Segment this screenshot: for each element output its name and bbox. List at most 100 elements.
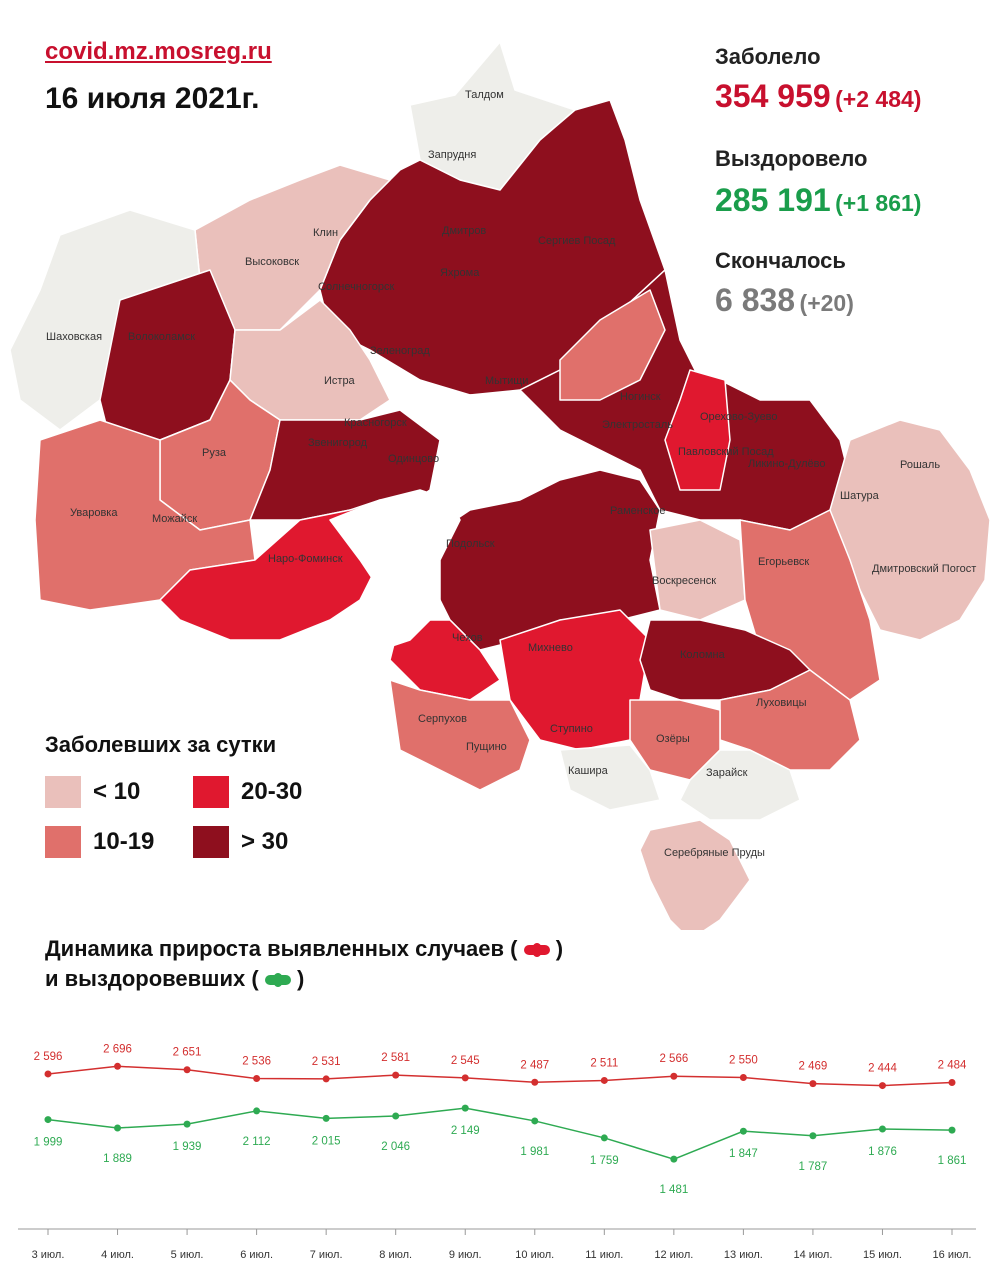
data-label: 2 545 — [451, 1055, 480, 1067]
legend-label: 20-30 — [241, 778, 303, 805]
data-point — [322, 1114, 330, 1122]
x-tick-label: 7 июл. — [310, 1249, 343, 1261]
district-zaraysk[interactable] — [679, 749, 801, 821]
legend-title: Заболевших за сутки — [45, 732, 277, 757]
data-label: 2 581 — [381, 1052, 410, 1064]
chart-title: Динамика прироста выявленных случаев ( )… — [45, 934, 563, 994]
green-series-icon — [264, 973, 291, 988]
recovered-label: Выздоровело — [715, 146, 868, 171]
district-chekhov[interactable] — [389, 619, 501, 701]
map-label: Чехов — [452, 632, 483, 644]
data-point — [114, 1124, 122, 1132]
chart-title-line1-end: ) — [555, 936, 564, 961]
data-label: 2 015 — [312, 1135, 341, 1147]
map-label: Подольск — [446, 538, 495, 550]
map-label: Орехово-Зуево — [700, 411, 778, 423]
data-point — [948, 1079, 956, 1087]
x-tick-label: 9 июл. — [449, 1249, 482, 1261]
map-label: Зарайск — [706, 767, 748, 779]
data-label: 2 651 — [173, 1047, 202, 1059]
data-point — [531, 1117, 539, 1125]
data-label: 2 112 — [243, 1136, 271, 1148]
red-series-icon — [523, 943, 550, 958]
data-point — [878, 1125, 886, 1133]
legend-label: 10-19 — [93, 828, 155, 855]
x-tick-label: 16 июл. — [933, 1249, 972, 1261]
deaths-delta: (+20) — [799, 290, 854, 316]
map-label: Егорьевск — [758, 556, 809, 568]
sick-delta: (+2 484) — [835, 86, 922, 112]
report-date: 16 июля 2021г. — [45, 82, 260, 115]
data-label: 2 149 — [451, 1125, 480, 1137]
data-point — [600, 1134, 608, 1142]
data-point — [322, 1075, 330, 1083]
data-point — [44, 1070, 52, 1078]
district-pavlovsky-posad[interactable] — [664, 369, 731, 491]
legend-item-lt10: < 10 — [45, 776, 140, 808]
map-label: Красногорск — [344, 417, 407, 429]
x-tick-label: 10 июл. — [515, 1249, 554, 1261]
data-point — [392, 1112, 400, 1120]
district-serpukhov[interactable] — [389, 679, 531, 791]
map-label: Электросталь — [602, 419, 673, 431]
data-point — [739, 1073, 747, 1081]
map-label: Волоколамск — [128, 331, 195, 343]
data-point — [948, 1126, 956, 1134]
map-label: Солнечногорск — [318, 281, 394, 293]
data-point — [114, 1062, 122, 1070]
map-label: Сергиев Посад — [538, 235, 616, 247]
recovered-value: 285 191 — [715, 182, 831, 218]
data-label: 1 939 — [173, 1141, 202, 1153]
map-label: Дмитровский Погост — [872, 563, 976, 575]
district-lukhovitsy[interactable] — [719, 669, 861, 771]
map-label: Шаховская — [46, 331, 102, 343]
x-tick-label: 11 июл. — [585, 1249, 623, 1261]
data-point — [183, 1066, 191, 1074]
legend-swatch — [193, 826, 229, 858]
district-kashira[interactable] — [559, 744, 661, 811]
data-point — [670, 1072, 678, 1080]
map-label: Истра — [324, 375, 356, 387]
district-serebryanye-prudy[interactable] — [639, 819, 751, 930]
data-point — [253, 1107, 261, 1115]
data-label: 2 596 — [34, 1051, 63, 1063]
site-link[interactable]: covid.mz.mosreg.ru — [45, 38, 272, 65]
series-line — [47, 1065, 953, 1087]
sick-label: Заболело — [715, 44, 821, 69]
data-point — [461, 1104, 469, 1112]
district-voskresensk[interactable] — [649, 519, 746, 621]
district-noginsk[interactable] — [559, 289, 666, 401]
sick-stat: 354 959 (+2 484) — [715, 78, 921, 115]
data-label: 1 787 — [799, 1161, 828, 1173]
data-label: 2 487 — [520, 1059, 549, 1071]
sick-value: 354 959 — [715, 78, 831, 114]
map-label: Ступино — [550, 723, 593, 735]
map-label: Высоковск — [245, 256, 299, 268]
map-label: Запрудня — [428, 149, 476, 161]
chart-title-line1: Динамика прироста выявленных случаев ( — [45, 936, 518, 961]
map-label: Озёры — [656, 733, 690, 745]
x-tick-label: 14 июл. — [793, 1249, 832, 1261]
data-point — [44, 1116, 52, 1124]
data-label: 2 550 — [729, 1054, 758, 1066]
series-line — [47, 1107, 953, 1160]
legend-item-10-19: 10-19 — [45, 826, 154, 858]
map-label: Кашира — [568, 765, 609, 777]
map-label: Серпухов — [418, 713, 467, 725]
data-label: 1 981 — [520, 1146, 549, 1158]
map-label: Наро-Фоминск — [268, 553, 343, 565]
map-label: Луховицы — [756, 697, 807, 709]
x-tick-label: 5 июл. — [171, 1249, 204, 1261]
data-point — [392, 1071, 400, 1079]
legend-item-20-30: 20-30 — [193, 776, 302, 808]
data-point — [670, 1155, 678, 1163]
map-place-labels: Талдом Запрудня Клин Высоковск Дмитров С… — [46, 89, 976, 859]
map-label: Дмитров — [442, 225, 486, 237]
data-point — [253, 1075, 261, 1083]
new-moscow-hole — [329, 489, 461, 651]
data-label: 1 999 — [34, 1137, 63, 1149]
data-point — [739, 1127, 747, 1135]
x-tick-label: 4 июл. — [101, 1249, 134, 1261]
map-label: Яхрома — [440, 267, 480, 279]
map-label: Раменское — [610, 505, 666, 517]
